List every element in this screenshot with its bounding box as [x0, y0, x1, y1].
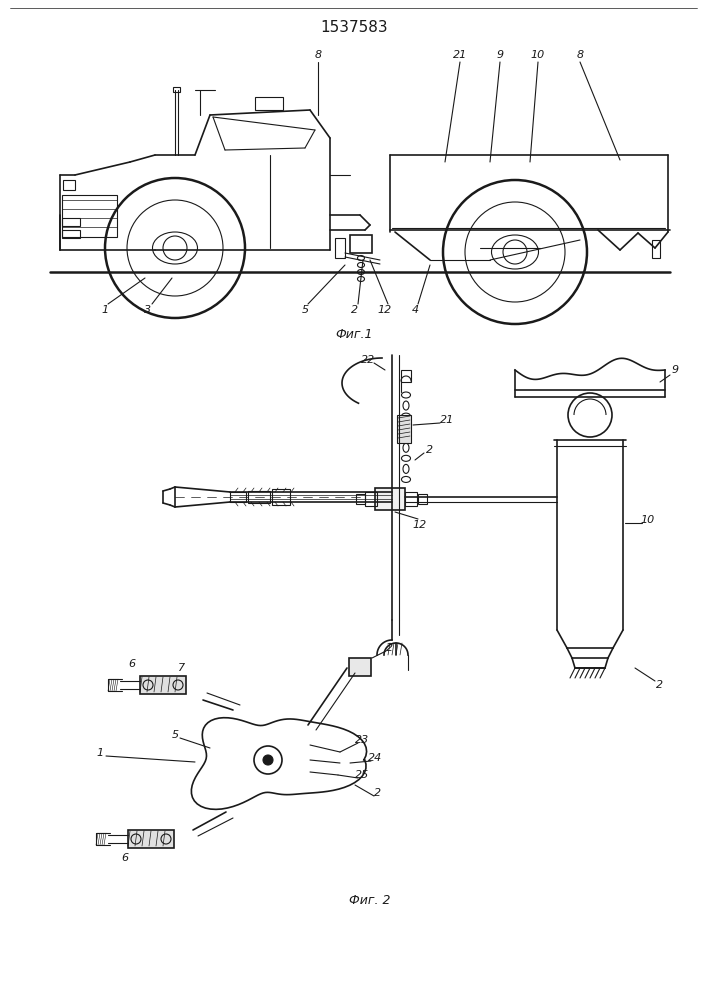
Text: 22: 22: [361, 355, 375, 365]
Bar: [62, 230, 80, 238]
Text: Фиг.1: Фиг.1: [335, 328, 373, 342]
Bar: [350, 235, 372, 253]
Text: 2: 2: [375, 788, 382, 798]
Text: Фиг. 2: Фиг. 2: [349, 894, 391, 906]
Bar: [63, 180, 75, 190]
Bar: [62, 218, 80, 226]
Text: 8: 8: [576, 50, 583, 60]
Bar: [335, 238, 345, 258]
Text: 9: 9: [672, 365, 679, 375]
Bar: [418, 494, 427, 504]
Text: 25: 25: [355, 770, 369, 780]
Text: 5: 5: [171, 730, 179, 740]
Text: 2: 2: [426, 445, 433, 455]
Text: 21: 21: [440, 415, 454, 425]
Text: 9: 9: [496, 50, 503, 60]
Text: 1: 1: [101, 305, 109, 315]
Text: 2: 2: [656, 680, 664, 690]
Text: 2: 2: [387, 643, 394, 653]
Bar: [140, 676, 186, 694]
Bar: [128, 830, 174, 848]
Bar: [375, 488, 405, 510]
Text: 6: 6: [129, 659, 136, 669]
Bar: [652, 240, 660, 258]
Text: 6: 6: [122, 853, 129, 863]
Text: 21: 21: [453, 50, 467, 60]
Bar: [356, 494, 365, 504]
Bar: [349, 658, 371, 676]
Text: 7: 7: [178, 663, 185, 673]
Bar: [173, 87, 180, 92]
Bar: [62, 195, 117, 237]
Circle shape: [263, 755, 273, 765]
Text: 4: 4: [411, 305, 419, 315]
Text: 1537583: 1537583: [320, 20, 388, 35]
Text: 1: 1: [96, 748, 103, 758]
Text: 3: 3: [144, 305, 151, 315]
Text: 5: 5: [301, 305, 308, 315]
Bar: [365, 492, 377, 506]
Text: 10: 10: [531, 50, 545, 60]
Text: 2: 2: [351, 305, 358, 315]
Bar: [230, 492, 246, 502]
Text: 23: 23: [355, 735, 369, 745]
Bar: [248, 491, 270, 503]
Text: 12: 12: [413, 520, 427, 530]
Bar: [405, 492, 417, 506]
Text: 12: 12: [378, 305, 392, 315]
Text: 10: 10: [641, 515, 655, 525]
Bar: [272, 489, 290, 505]
Text: 8: 8: [315, 50, 322, 60]
Bar: [255, 97, 283, 110]
Bar: [397, 415, 411, 443]
Bar: [401, 370, 411, 382]
Text: 24: 24: [368, 753, 382, 763]
